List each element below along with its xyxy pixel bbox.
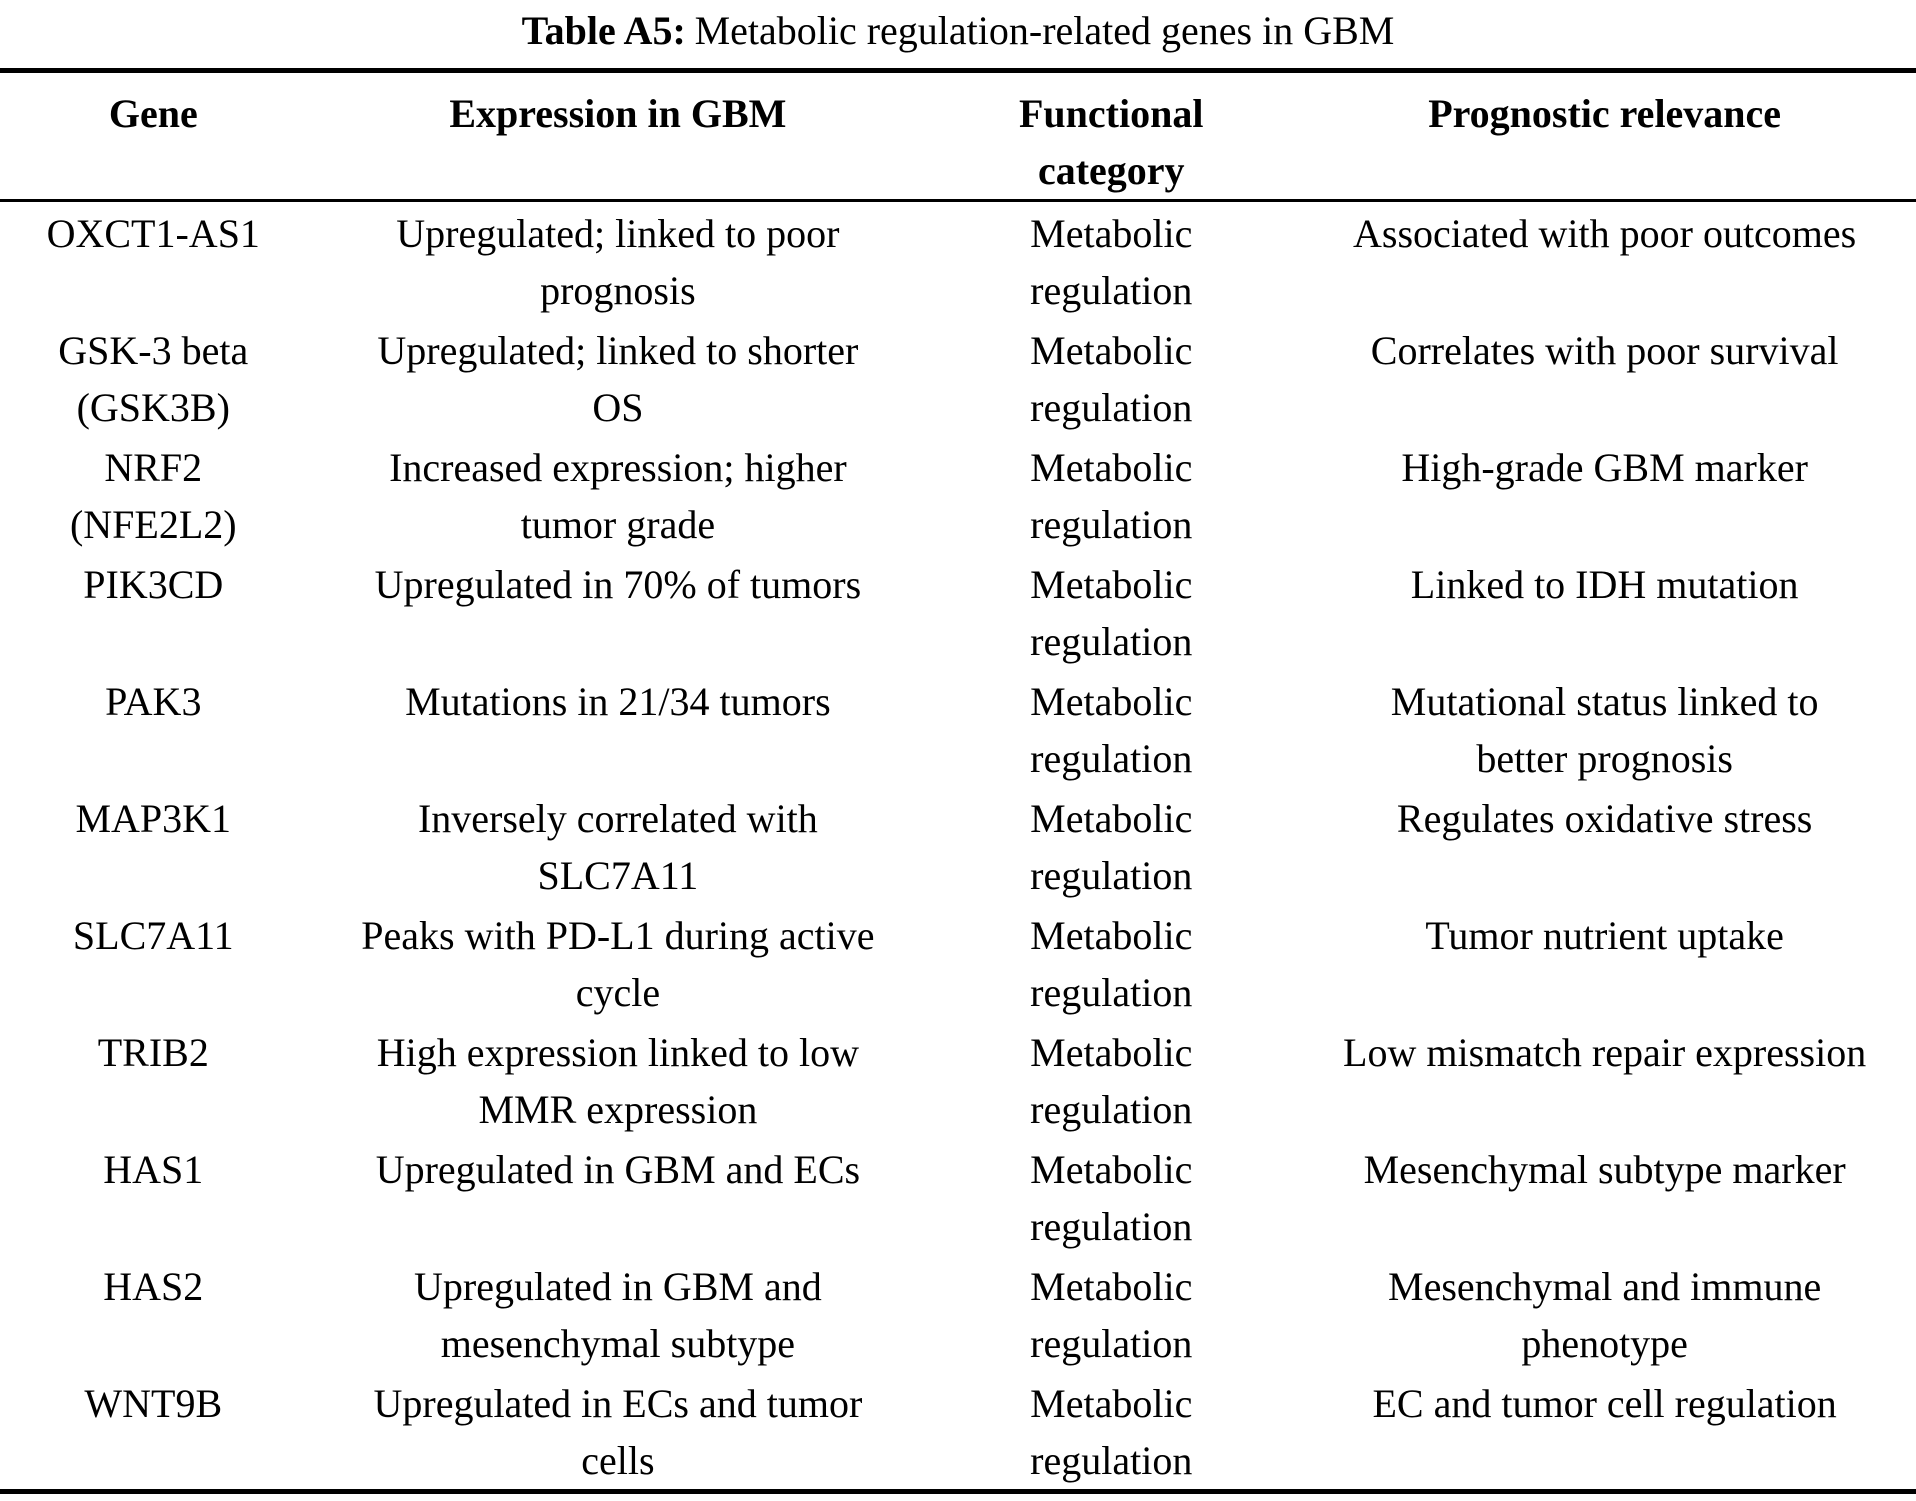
table-row: HAS2 Upregulated in GBM and mesenchymal … xyxy=(0,1255,1916,1372)
gene-cell: OXCT1-AS1 xyxy=(46,211,260,256)
category-cell: Metabolic regulation xyxy=(1030,445,1193,547)
expression-cell: Inversely correlated with SLC7A11 xyxy=(417,796,818,898)
table-row: MAP3K1 Inversely correlated with SLC7A11… xyxy=(0,787,1916,904)
prognostic-cell: Low mismatch repair expression xyxy=(1343,1030,1867,1075)
expression-cell: High expression linked to low MMR expres… xyxy=(376,1030,859,1132)
expression-cell: Upregulated in ECs and tumor cells xyxy=(373,1381,863,1483)
col-header-functional-category: Functional category xyxy=(929,70,1294,202)
prognostic-cell: Mesenchymal and immune phenotype xyxy=(1388,1264,1822,1366)
expression-cell: Upregulated in GBM and mesenchymal subty… xyxy=(414,1264,822,1366)
gene-cell: TRIB2 xyxy=(97,1030,209,1075)
table-row: NRF2 (NFE2L2) Increased expression; high… xyxy=(0,436,1916,553)
table-row: PIK3CD Upregulated in 70% of tumors Meta… xyxy=(0,553,1916,670)
prognostic-cell: Mesenchymal subtype marker xyxy=(1363,1147,1846,1192)
category-cell: Metabolic regulation xyxy=(1030,796,1193,898)
expression-cell: Increased expression; higher tumor grade xyxy=(389,445,847,547)
expression-cell: Upregulated; linked to poor prognosis xyxy=(396,211,840,313)
col-header-expression: Expression in GBM xyxy=(306,70,930,202)
table-row: TRIB2 High expression linked to low MMR … xyxy=(0,1021,1916,1138)
table-row: PAK3 Mutations in 21/34 tumors Metabolic… xyxy=(0,670,1916,787)
prognostic-cell: Associated with poor outcomes xyxy=(1353,211,1857,256)
table-row: OXCT1-AS1 Upregulated; linked to poor pr… xyxy=(0,201,1916,320)
gene-cell: SLC7A11 xyxy=(72,913,234,958)
category-cell: Metabolic regulation xyxy=(1030,1147,1193,1249)
gene-cell: NRF2 (NFE2L2) xyxy=(69,445,237,547)
gene-cell: HAS1 xyxy=(103,1147,204,1192)
expression-cell: Peaks with PD-L1 during active cycle xyxy=(361,913,875,1015)
expression-cell: Upregulated in GBM and ECs xyxy=(375,1147,861,1192)
gene-cell: MAP3K1 xyxy=(75,796,232,841)
table-row: GSK-3 beta (GSK3B) Upregulated; linked t… xyxy=(0,319,1916,436)
gene-cell: HAS2 xyxy=(103,1264,204,1309)
expression-cell: Upregulated in 70% of tumors xyxy=(374,562,862,607)
gene-cell: WNT9B xyxy=(84,1381,223,1426)
prognostic-cell: Regulates oxidative stress xyxy=(1396,796,1813,841)
prognostic-cell: Tumor nutrient uptake xyxy=(1425,913,1784,958)
category-cell: Metabolic regulation xyxy=(1030,679,1193,781)
table-caption: Table A5: Metabolic regulation-related ge… xyxy=(0,2,1916,60)
prognostic-cell: High-grade GBM marker xyxy=(1401,445,1808,490)
table-row: WNT9B Upregulated in ECs and tumor cells… xyxy=(0,1372,1916,1492)
category-cell: Metabolic regulation xyxy=(1030,1030,1193,1132)
table-row: SLC7A11 Peaks with PD-L1 during active c… xyxy=(0,904,1916,1021)
prognostic-cell: Linked to IDH mutation xyxy=(1410,562,1799,607)
prognostic-cell: EC and tumor cell regulation xyxy=(1372,1381,1837,1426)
gene-cell: PAK3 xyxy=(105,679,202,724)
category-cell: Metabolic regulation xyxy=(1030,913,1193,1015)
table-caption-label: Table A5: xyxy=(521,8,686,53)
category-cell: Metabolic regulation xyxy=(1030,211,1193,313)
gene-cell: PIK3CD xyxy=(83,562,224,607)
table-row: HAS1 Upregulated in GBM and ECs Metaboli… xyxy=(0,1138,1916,1255)
expression-cell: Upregulated; linked to shorter OS xyxy=(377,328,859,430)
category-cell: Metabolic regulation xyxy=(1030,328,1193,430)
category-cell: Metabolic regulation xyxy=(1030,1264,1193,1366)
header-row: Gene Expression in GBM Functional catego… xyxy=(0,70,1916,202)
genes-table: Gene Expression in GBM Functional catego… xyxy=(0,68,1916,1494)
category-cell: Metabolic regulation xyxy=(1030,562,1193,664)
expression-cell: Mutations in 21/34 tumors xyxy=(405,679,831,724)
prognostic-cell: Correlates with poor survival xyxy=(1370,328,1839,373)
col-header-gene: Gene xyxy=(0,70,307,202)
col-header-prognostic-relevance: Prognostic relevance xyxy=(1293,70,1916,202)
category-cell: Metabolic regulation xyxy=(1030,1381,1193,1483)
prognostic-cell: Mutational status linked to better progn… xyxy=(1390,679,1819,781)
gene-cell: GSK-3 beta (GSK3B) xyxy=(58,328,249,430)
table-caption-text: Metabolic regulation-related genes in GB… xyxy=(694,8,1395,53)
